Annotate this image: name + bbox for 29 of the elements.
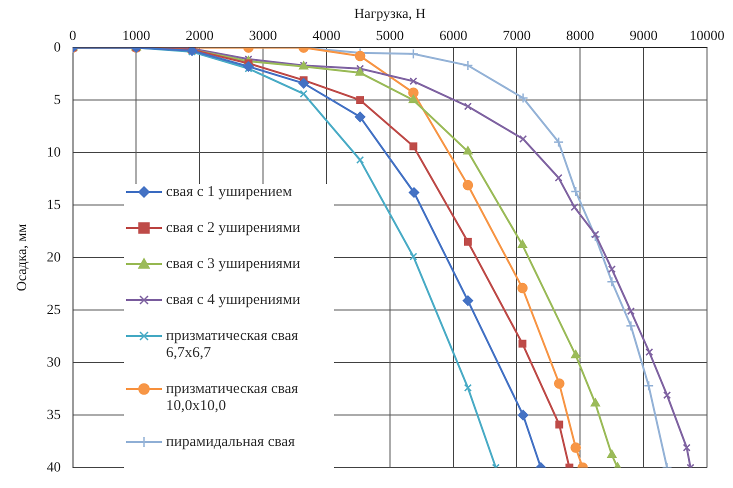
x-tick-label: 8000 xyxy=(566,28,594,44)
x-tick-label: 5000 xyxy=(376,28,404,44)
legend-label: пирамидальная свая xyxy=(166,434,295,451)
x-tick-label: 1000 xyxy=(122,28,150,44)
x-tick-label: 4000 xyxy=(312,28,340,44)
y-tick-label: 5 xyxy=(54,92,61,108)
x-tick-label: 9000 xyxy=(630,28,658,44)
y-tick-label: 15 xyxy=(46,198,61,213)
legend-label: свая с 1 уширением xyxy=(166,184,292,201)
legend-label: призматическая свая 6,7х6,7 xyxy=(166,328,300,362)
x-axis-title: Нагрузка, Н xyxy=(354,7,426,22)
y-tick-label: 35 xyxy=(46,408,61,423)
y-axis-title: Осадка, мм xyxy=(15,224,30,292)
x-tick-label: 3000 xyxy=(249,28,278,44)
x-tick-label: 2000 xyxy=(186,28,214,44)
y-tick-label: 40 xyxy=(46,460,61,476)
legend-label: свая с 3 уширениями xyxy=(166,256,300,273)
y-tick-label: 25 xyxy=(46,302,61,318)
y-tick-label: 10 xyxy=(46,145,61,160)
legend-label: свая с 2 уширениями xyxy=(166,220,300,237)
y-tick-label: 30 xyxy=(46,355,61,370)
x-tick-label: 7000 xyxy=(502,28,531,44)
x-tick-label: 0 xyxy=(69,28,76,44)
y-tick-label: 20 xyxy=(46,250,61,266)
x-tick-label: 6000 xyxy=(439,28,468,44)
legend-label: призматическая свая 10,0х10,0 xyxy=(166,381,300,415)
legend-label: свая с 4 уширениями xyxy=(166,292,300,309)
y-tick-label: 0 xyxy=(54,40,61,56)
x-tick-label: 10000 xyxy=(690,28,724,44)
